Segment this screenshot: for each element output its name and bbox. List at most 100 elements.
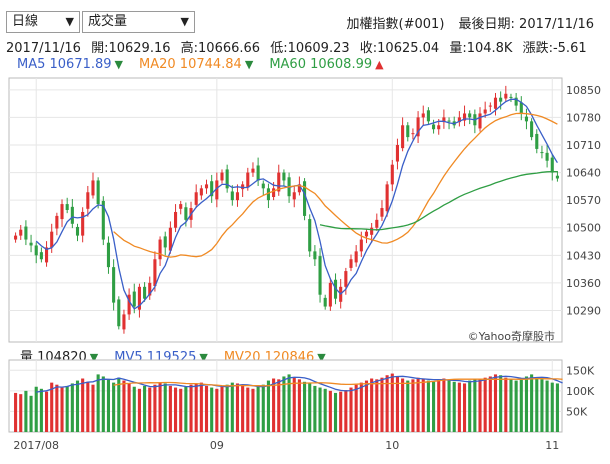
volume-bar <box>359 382 363 432</box>
volume-bar <box>344 390 348 432</box>
volume-bar <box>540 379 544 432</box>
volume-tick-label: 50K <box>566 405 588 418</box>
volume-bar <box>442 378 446 432</box>
ma60-line <box>319 170 558 231</box>
volume-bar <box>473 378 477 432</box>
candle-body <box>19 229 23 236</box>
triangle-down-icon: ▼ <box>199 351 208 364</box>
last-date: 最後日期: 2017/11/16 <box>458 17 594 32</box>
volume-bar <box>535 377 539 432</box>
volume-bar <box>14 392 18 432</box>
volume-bar <box>39 388 43 432</box>
candle-body <box>256 165 260 181</box>
volume-bar <box>437 379 441 432</box>
price-tick-label: 10360 <box>566 277 601 290</box>
candle-body <box>380 208 384 217</box>
volume-bar <box>318 387 322 432</box>
candle-body <box>308 219 312 252</box>
volume-bar <box>504 377 508 432</box>
volume-bar <box>530 374 534 432</box>
candle-body <box>437 125 441 130</box>
volume-bar <box>112 382 116 432</box>
volume-bar <box>509 379 513 432</box>
candle-body <box>385 184 389 212</box>
candle-body <box>158 239 162 260</box>
candle-body <box>318 256 322 295</box>
candle-body <box>292 192 296 200</box>
volume-bar <box>184 386 188 432</box>
candle-body <box>235 192 240 201</box>
candle-body <box>148 282 152 296</box>
volume-bar <box>364 380 369 432</box>
ma-legend: MA5 10671.89 ▼ MA20 10744.84 ▼ MA60 10608.99… <box>17 57 400 72</box>
volume-bar <box>452 381 456 432</box>
candle-body <box>55 215 59 229</box>
candle-body <box>504 93 508 99</box>
candle-body <box>535 133 539 149</box>
volume-bar <box>137 388 141 432</box>
candle-body <box>50 231 54 248</box>
volume-bar <box>426 380 430 432</box>
volume-bar <box>468 380 472 432</box>
volume-bar <box>220 386 224 432</box>
candle-body <box>432 124 436 130</box>
volume-bar <box>241 385 245 432</box>
candle-body <box>468 113 472 118</box>
volume-bar <box>457 382 461 432</box>
volume-bar <box>462 383 467 432</box>
candle-body <box>421 113 425 118</box>
volume-bar <box>545 380 549 432</box>
indicator-select[interactable]: 成交量 ▼ <box>82 11 195 33</box>
ma-legend-label: MA20 10744.84 <box>139 57 242 72</box>
index-header: 加權指數(#001) 最後日期: 2017/11/16 <box>337 13 594 32</box>
candle-body <box>230 191 234 201</box>
volume-bar <box>143 385 147 432</box>
index-name: 加權指數(#001) <box>346 17 445 32</box>
price-tick-label: 10850 <box>566 84 601 97</box>
candle-body <box>29 242 33 246</box>
watermark: ©Yahoo奇摩股市 <box>468 329 555 343</box>
candle-body <box>215 180 219 200</box>
candle-body <box>323 297 327 307</box>
ma-legend-label: MA60 10608.99 <box>269 57 373 72</box>
volume-bar <box>519 378 523 432</box>
candle-body <box>86 192 90 209</box>
ohlc-open: 開:10629.16 <box>91 41 171 56</box>
volume-bar <box>488 376 492 432</box>
volume-bar <box>354 384 358 432</box>
candle-body <box>426 110 430 122</box>
price-tick-label: 10500 <box>566 222 601 235</box>
period-select[interactable]: 日線 ▼ <box>6 11 80 33</box>
volume-bar <box>204 385 209 432</box>
candle-body <box>241 184 245 190</box>
volume-bar <box>421 378 425 432</box>
volume-bar <box>60 387 64 432</box>
volume-bar <box>277 379 281 432</box>
candle-body <box>277 172 281 192</box>
volume-bar <box>287 374 291 432</box>
candle-body <box>184 207 188 220</box>
volume-bar <box>174 387 178 432</box>
candle-body <box>127 294 131 315</box>
candle-body <box>359 239 363 252</box>
candle-body <box>179 204 183 209</box>
candle-body <box>266 188 270 201</box>
volume-bar <box>194 383 198 432</box>
candle-body <box>462 113 467 121</box>
candle-body <box>447 120 451 122</box>
ma-legend-label: MA5 10671.89 <box>17 57 112 72</box>
volume-bar <box>235 383 240 432</box>
volume-bar <box>493 374 498 432</box>
candle-body <box>514 97 518 106</box>
candle-body <box>550 157 554 173</box>
candle-body <box>401 125 405 149</box>
candle-body <box>328 282 332 307</box>
candle-body <box>70 206 74 224</box>
volume-bar <box>91 384 95 432</box>
volume-bar <box>44 391 49 432</box>
candle-body <box>483 109 487 114</box>
volume-bar <box>416 377 420 432</box>
volume-bar <box>499 375 503 432</box>
volume-bar <box>370 378 374 432</box>
candle-body <box>91 180 95 196</box>
